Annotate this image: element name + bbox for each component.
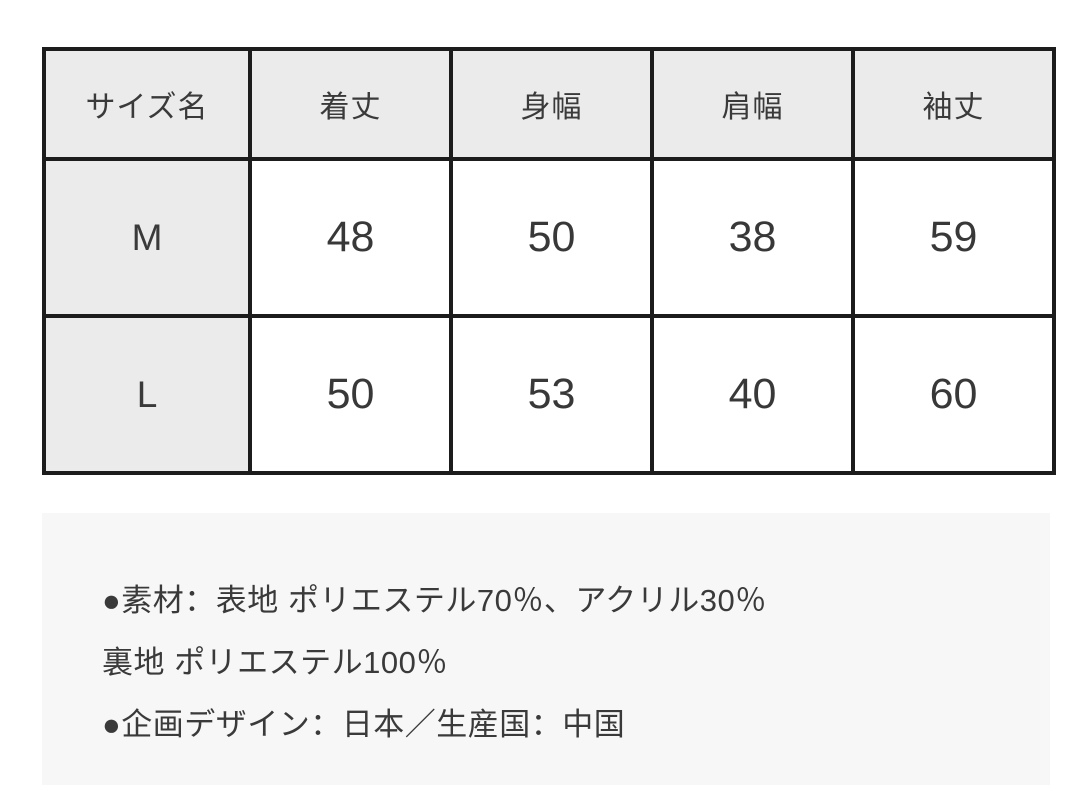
info-line-material: ●素材：表地 ポリエステル70％、アクリル30％	[102, 583, 767, 618]
info-line-lining: 裏地 ポリエステル100％	[102, 645, 448, 680]
info-line-origin: ●企画デザイン：日本／生産国：中国	[102, 707, 626, 742]
size-chart-header-row: サイズ名 着丈 身幅 肩幅 袖丈	[42, 47, 1056, 161]
column-header-body-width: 身幅	[449, 47, 654, 161]
row-header-size-m: M	[42, 157, 252, 318]
cell-m-body-width: 50	[449, 157, 654, 318]
row-header-size-l: L	[42, 314, 252, 475]
column-header-shoulder-width: 肩幅	[650, 47, 855, 161]
column-header-sleeve-length: 袖丈	[851, 47, 1056, 161]
cell-m-shoulder-width: 38	[650, 157, 855, 318]
table-row-size-l: L 50 53 40 60	[42, 314, 1056, 475]
cell-l-body-length: 50	[248, 314, 453, 475]
cell-l-sleeve-length: 60	[851, 314, 1056, 475]
product-info-box: ●素材：表地 ポリエステル70％、アクリル30％ 裏地 ポリエステル100％ ●…	[42, 513, 1050, 785]
cell-l-body-width: 53	[449, 314, 654, 475]
table-row-size-m: M 48 50 38 59	[42, 157, 1056, 318]
cell-l-shoulder-width: 40	[650, 314, 855, 475]
cell-m-sleeve-length: 59	[851, 157, 1056, 318]
size-chart-table: サイズ名 着丈 身幅 肩幅 袖丈 M 48 50 38 59 L 50 53 4…	[42, 47, 1056, 475]
column-header-body-length: 着丈	[248, 47, 453, 161]
cell-m-body-length: 48	[248, 157, 453, 318]
column-header-size-name: サイズ名	[42, 47, 252, 161]
